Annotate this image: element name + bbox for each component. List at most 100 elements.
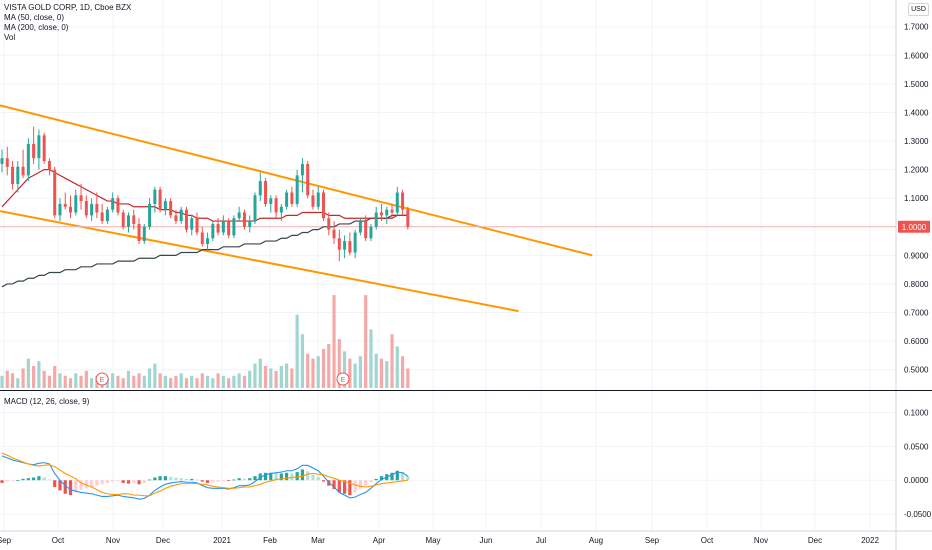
macd-histogram-bar [158,476,162,481]
candle-body [90,203,94,216]
macd-histogram-bar [174,477,178,481]
macd-histogram-bar [253,476,257,481]
volume-bar [158,373,162,388]
macd-histogram-bar [274,473,278,481]
macd-histogram-bar [111,480,115,482]
macd-histogram-bar [195,479,199,481]
candle-body [132,215,136,224]
trendlines[interactable] [0,104,593,313]
candle-body [395,192,399,213]
candle-body [248,221,252,227]
last-price-badge-bg [898,220,930,233]
volume-bar [358,356,362,388]
volume-bar [374,353,378,388]
macd-histogram-bar [121,480,125,483]
symbol-title[interactable]: VISTA GOLD CORP, 1D, Cboe BZX [4,3,132,12]
time-tick-label: Apr [373,536,386,545]
time-tick-label: 2022 [861,536,879,545]
volume-bar [269,368,273,388]
price-axis-ticks[interactable]: 1.7000 1.6000 1.5000 1.4000 1.3000 1.2000 1.10… [904,23,929,375]
signal-line [1,452,408,497]
candle-body [316,192,320,207]
macd-histogram-bar [211,480,215,483]
macd-histogram-bar [374,478,378,481]
volume-bar [406,368,410,388]
macd-histogram-bar [184,478,189,481]
macd-histogram-bar [79,480,83,490]
macd-histogram-bar [306,471,310,481]
volume-bar [211,378,215,388]
candle-body [221,221,225,233]
candle-body [369,226,373,239]
candle-body [206,238,210,244]
macd-histogram-bar [63,480,67,494]
time-tick-label: Nov [106,536,120,545]
price-tick-label: 0.6000 [904,337,929,346]
macd-histogram-bar [369,480,373,483]
candle-body [290,192,294,204]
volume-bar [0,375,4,388]
candle-body [258,181,262,196]
macd-histogram-bar [116,480,120,482]
volume-bar [121,378,125,388]
macd-histogram-bar [95,480,99,486]
macd-histogram-bar [26,478,30,481]
volume-legend[interactable]: Vol [4,33,16,42]
time-tick-label: Oct [52,536,65,545]
candle-body [53,169,57,216]
volume-bar [353,363,357,388]
ma200-legend[interactable]: MA (200, close, 0) [4,23,69,32]
macd-histogram-bar [90,480,94,487]
volume-bar [263,366,268,388]
macd-histogram-bar [0,480,4,483]
macd-histogram-bar [232,479,236,481]
candle-body [126,215,130,227]
volume-bar [137,373,141,388]
macd-histogram-bar [348,480,352,496]
macd-histogram-bar [126,480,131,484]
volume-bar [68,378,73,388]
macd-histogram-bar [68,480,73,496]
volume-bar [153,363,157,388]
candle-body [47,161,51,170]
macd-histogram-bar [227,480,231,482]
candle-body [184,209,188,230]
macd-histogram-bar [105,480,110,483]
macd-label[interactable]: MACD (12, 26, close, 9) [4,397,90,406]
macd-histogram [0,469,410,496]
candle-body [374,212,378,227]
candle-body [279,206,283,213]
currency-badge[interactable]: USD [908,3,929,16]
time-tick-label: Sep [0,536,12,545]
volume-bar [311,358,315,388]
candle-body [401,192,405,210]
macd-histogram-bar [285,472,289,481]
price-tick-label: 1.3000 [904,137,929,146]
ma50-legend[interactable]: MA (50, close, 0) [4,13,65,22]
candle-body [285,192,289,207]
candle-body [79,195,83,202]
candle-body [21,166,25,176]
candle-body [148,203,152,227]
volume-bar [342,351,347,388]
ma200-line [1,214,408,288]
macd-histogram-bar [406,476,410,481]
macd-lines [1,452,409,500]
volume-bar [63,375,67,388]
macd-histogram-bar [279,473,283,481]
volume-bar [337,339,341,388]
candle-body [385,209,389,216]
volume-bar [400,356,405,388]
candle-body [116,198,120,213]
volume-bar [179,373,183,388]
macd-histogram-bar [221,480,225,482]
time-axis-ticks[interactable]: Sep Oct Nov Dec 2021 Feb Mar Apr May Jun Jul Aug Sep… [0,536,879,545]
macd-histogram-bar [142,480,146,483]
volume-bar [53,366,57,388]
moving-averages [1,169,408,288]
macd-histogram-bar [400,472,405,481]
earnings-event-marker [336,372,350,386]
